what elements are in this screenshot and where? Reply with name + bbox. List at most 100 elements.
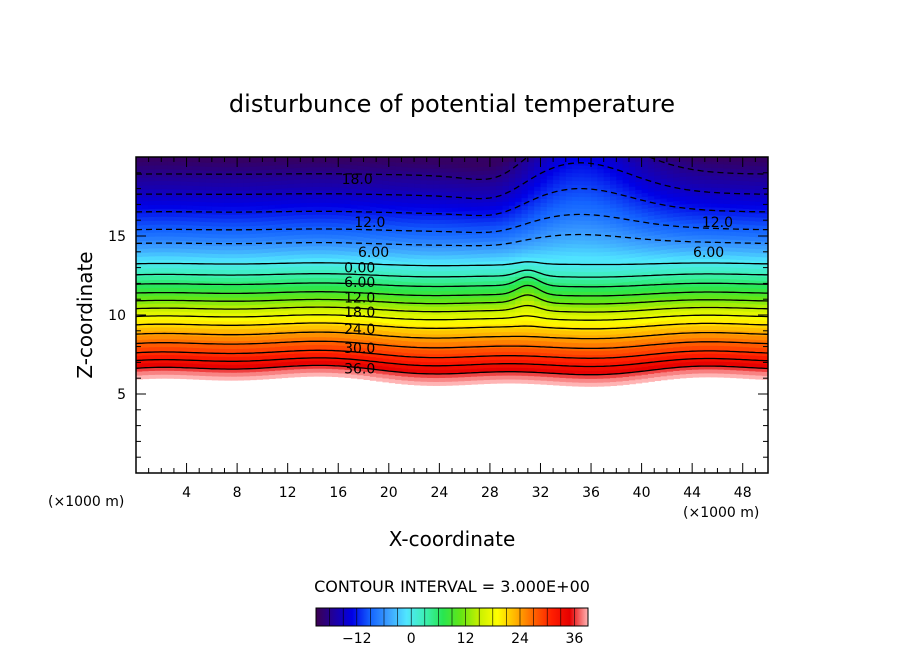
field-cell [584, 176, 592, 182]
field-cell [660, 178, 668, 183]
field-cell [553, 341, 561, 346]
field-cell [559, 195, 567, 201]
field-cell [154, 168, 162, 174]
field-cell [559, 302, 567, 307]
field-cell [363, 213, 371, 219]
field-cell [237, 312, 245, 318]
field-cell [420, 179, 428, 185]
field-cell [679, 207, 687, 213]
field-cell [256, 355, 263, 361]
field-cell [654, 344, 662, 350]
field-cell [357, 236, 365, 241]
field-cell [553, 203, 561, 208]
field-cell [540, 253, 548, 259]
field-cell [350, 219, 358, 225]
field-cell [414, 337, 421, 342]
field-cell [186, 366, 194, 372]
field-cell [572, 279, 579, 284]
field-cell [230, 352, 238, 357]
field-cell [243, 340, 251, 345]
field-cell [445, 187, 453, 193]
field-cell [382, 192, 390, 197]
field-cell [660, 371, 668, 377]
field-cell [180, 291, 188, 297]
field-cell [287, 341, 295, 347]
field-cell [464, 157, 472, 162]
field-cell [546, 380, 554, 386]
field-cell [363, 264, 371, 270]
field-cell [388, 240, 396, 245]
field-cell [660, 182, 668, 187]
field-cell [363, 320, 371, 325]
field-cell [534, 225, 542, 231]
field-cell [230, 293, 238, 298]
field-cell [338, 203, 346, 208]
field-cell [445, 246, 453, 252]
field-cell [249, 225, 257, 231]
field-cell [521, 197, 529, 203]
field-cell [635, 205, 643, 210]
field-cell [363, 237, 371, 242]
field-cell [224, 225, 232, 231]
field-cell [161, 204, 169, 209]
field-cell [376, 179, 384, 185]
field-cell [199, 296, 207, 301]
field-cell [300, 238, 308, 243]
field-cell [275, 168, 282, 174]
field-cell [161, 212, 169, 217]
field-cell [357, 366, 365, 372]
field-cell [565, 310, 573, 316]
field-cell [249, 264, 257, 270]
field-cell [331, 364, 339, 370]
field-cell [628, 174, 636, 179]
field-cell [553, 380, 561, 386]
field-cell [565, 294, 573, 300]
field-cell [534, 221, 542, 227]
field-cell [388, 192, 396, 198]
field-cell [666, 169, 674, 175]
field-cell [230, 245, 238, 251]
field-cell [407, 238, 415, 243]
field-cell [445, 262, 453, 268]
field-cell [262, 335, 270, 340]
field-cell [167, 291, 175, 296]
field-cell [319, 157, 327, 162]
field-cell [148, 240, 156, 245]
field-cell [338, 238, 346, 244]
field-cell [376, 365, 384, 370]
field-cell [331, 174, 339, 180]
field-cell [553, 254, 561, 260]
field-cell [287, 211, 295, 216]
field-cell [679, 361, 687, 367]
field-cell [584, 259, 592, 265]
field-cell [622, 376, 630, 381]
field-cell [553, 175, 561, 181]
field-cell [382, 350, 390, 355]
field-cell [287, 361, 295, 366]
field-cell [136, 335, 143, 341]
field-cell [199, 371, 207, 376]
field-cell [654, 265, 662, 271]
field-cell [211, 166, 219, 172]
field-cell [603, 223, 611, 229]
field-cell [211, 257, 219, 262]
field-cell [527, 336, 535, 341]
field-cell [597, 247, 605, 253]
field-cell [344, 369, 352, 374]
field-cell [388, 208, 396, 214]
field-cell [211, 182, 219, 187]
field-cell [275, 200, 282, 205]
field-cell [464, 289, 472, 295]
field-cell [470, 206, 478, 211]
field-cell [477, 375, 485, 381]
field-cell [192, 327, 200, 333]
field-cell [338, 210, 346, 216]
field-cell [622, 297, 630, 302]
field-cell [363, 221, 371, 226]
field-cell [148, 164, 156, 170]
field-cell [363, 173, 371, 179]
field-cell [464, 174, 472, 180]
field-cell [679, 172, 687, 177]
field-cell [477, 277, 485, 282]
field-cell [546, 254, 554, 259]
